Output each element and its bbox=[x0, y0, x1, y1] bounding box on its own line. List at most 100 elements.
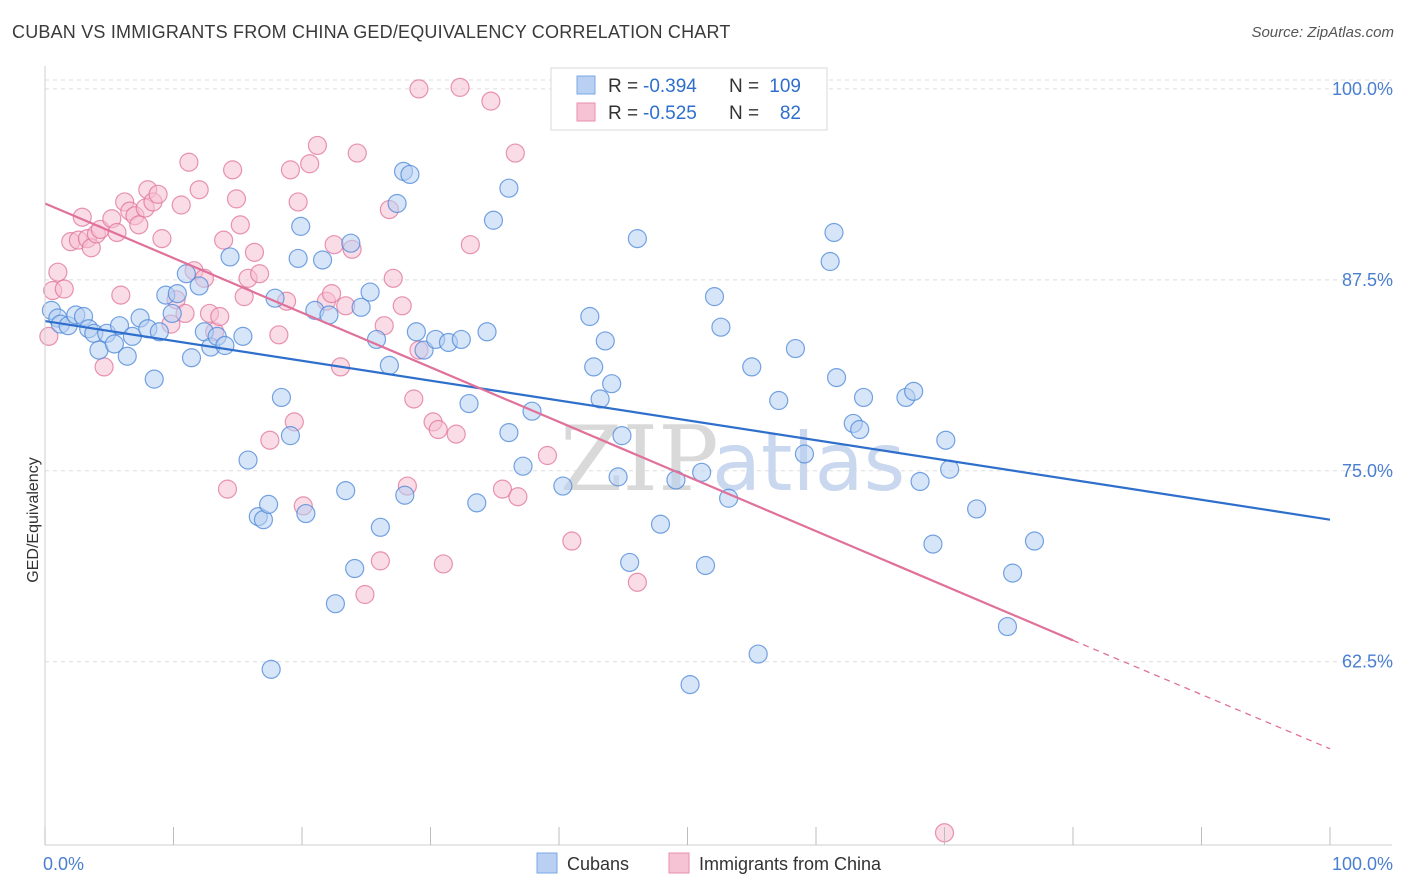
point-cubans-71 bbox=[584, 357, 604, 377]
trend-lines bbox=[44, 202, 1331, 750]
point-cubans-105 bbox=[1003, 563, 1023, 583]
legend-r-value-china: -0.525 bbox=[643, 103, 697, 124]
point-cubans-56 bbox=[406, 322, 426, 342]
legend-swatch-cubans bbox=[576, 75, 596, 95]
trend-line-china bbox=[44, 202, 1074, 642]
point-china-3 bbox=[54, 279, 74, 299]
point-china-64 bbox=[383, 268, 403, 288]
point-china-37 bbox=[223, 160, 243, 180]
point-china-36 bbox=[217, 479, 238, 499]
point-cubans-39 bbox=[296, 503, 316, 524]
point-cubans-45 bbox=[341, 233, 361, 253]
point-cubans-41 bbox=[312, 250, 333, 270]
y-tick-labels: 62.5% 75.0% 87.5% 100.0% bbox=[1332, 79, 1393, 672]
point-cubans-46 bbox=[345, 558, 365, 579]
point-cubans-61 bbox=[459, 393, 479, 414]
point-cubans-66 bbox=[499, 422, 519, 443]
point-china-22 bbox=[148, 184, 168, 204]
point-cubans-103 bbox=[967, 499, 987, 519]
point-china-2 bbox=[48, 262, 68, 282]
point-cubans-83 bbox=[704, 287, 725, 307]
point-china-0 bbox=[39, 326, 59, 346]
point-china-72 bbox=[450, 77, 470, 97]
point-cubans-69 bbox=[553, 476, 573, 496]
point-cubans-101 bbox=[936, 430, 956, 450]
point-cubans-52 bbox=[387, 193, 407, 214]
point-cubans-78 bbox=[627, 229, 647, 249]
point-cubans-43 bbox=[325, 594, 346, 614]
point-china-77 bbox=[505, 143, 525, 163]
point-cubans-20 bbox=[167, 283, 187, 304]
point-china-74 bbox=[481, 91, 501, 111]
point-cubans-93 bbox=[826, 368, 847, 388]
point-cubans-38 bbox=[291, 216, 311, 236]
point-china-73 bbox=[460, 235, 480, 255]
point-china-61 bbox=[370, 551, 390, 571]
point-china-67 bbox=[404, 389, 424, 409]
point-cubans-37 bbox=[288, 248, 308, 269]
point-cubans-100 bbox=[923, 534, 943, 554]
point-china-30 bbox=[189, 180, 209, 200]
point-china-59 bbox=[347, 143, 367, 163]
legend-bottom: Cubans Immigrants from China bbox=[536, 852, 882, 874]
point-cubans-27 bbox=[215, 335, 235, 356]
point-china-44 bbox=[260, 430, 280, 450]
point-cubans-55 bbox=[400, 164, 420, 185]
point-cubans-51 bbox=[379, 355, 399, 375]
point-cubans-91 bbox=[820, 251, 840, 272]
point-cubans-107 bbox=[261, 659, 281, 679]
point-china-76 bbox=[508, 487, 528, 507]
series-cubans bbox=[41, 161, 1045, 695]
point-china-83 bbox=[409, 79, 429, 99]
point-china-65 bbox=[392, 296, 412, 316]
x-tick-label-0: 0.0% bbox=[43, 854, 84, 874]
point-cubans-50 bbox=[370, 517, 390, 537]
legend-r-value-cubans: -0.394 bbox=[643, 76, 697, 97]
point-cubans-86 bbox=[742, 357, 762, 377]
y-tick-label-3: 100.0% bbox=[1332, 79, 1393, 99]
point-cubans-44 bbox=[336, 481, 356, 501]
series-immigrants-from-china bbox=[39, 77, 955, 843]
point-cubans-33 bbox=[258, 494, 279, 514]
point-cubans-72 bbox=[590, 389, 610, 409]
point-china-11 bbox=[94, 357, 114, 377]
point-china-42 bbox=[244, 242, 265, 262]
point-cubans-96 bbox=[853, 387, 874, 408]
point-china-54 bbox=[321, 283, 342, 304]
point-china-26 bbox=[171, 195, 191, 215]
point-cubans-87 bbox=[748, 644, 768, 664]
point-china-60 bbox=[355, 584, 375, 605]
point-cubans-11 bbox=[109, 316, 130, 336]
point-cubans-54 bbox=[395, 485, 415, 505]
point-cubans-29 bbox=[233, 326, 253, 346]
bottom-legend-label-china: Immigrants from China bbox=[699, 854, 882, 874]
point-china-35 bbox=[214, 230, 234, 250]
point-cubans-92 bbox=[824, 222, 844, 243]
point-china-38 bbox=[226, 189, 247, 209]
point-china-75 bbox=[492, 479, 513, 499]
point-china-45 bbox=[269, 325, 289, 345]
point-cubans-88 bbox=[769, 390, 789, 411]
point-cubans-30 bbox=[238, 450, 258, 470]
point-cubans-77 bbox=[620, 552, 640, 573]
point-china-71 bbox=[446, 424, 466, 444]
point-cubans-36 bbox=[280, 426, 301, 446]
y-tick-label-0: 62.5% bbox=[1342, 652, 1393, 672]
point-cubans-104 bbox=[997, 616, 1018, 637]
point-china-82 bbox=[433, 554, 453, 574]
legend-r-label-china: R = bbox=[608, 103, 638, 124]
point-cubans-106 bbox=[1024, 531, 1045, 551]
point-cubans-48 bbox=[360, 282, 380, 302]
point-china-34 bbox=[210, 306, 230, 327]
point-cubans-23 bbox=[189, 276, 209, 296]
point-china-52 bbox=[307, 135, 328, 156]
x-tick-label-1: 100.0% bbox=[1332, 854, 1393, 874]
point-cubans-76 bbox=[608, 467, 628, 487]
point-cubans-12 bbox=[117, 346, 137, 366]
bottom-legend-swatch-cubans bbox=[536, 852, 558, 874]
point-cubans-62 bbox=[467, 493, 487, 513]
point-cubans-108 bbox=[692, 462, 712, 482]
legend-n-value-china: 82 bbox=[780, 103, 801, 124]
point-cubans-21 bbox=[176, 264, 196, 284]
